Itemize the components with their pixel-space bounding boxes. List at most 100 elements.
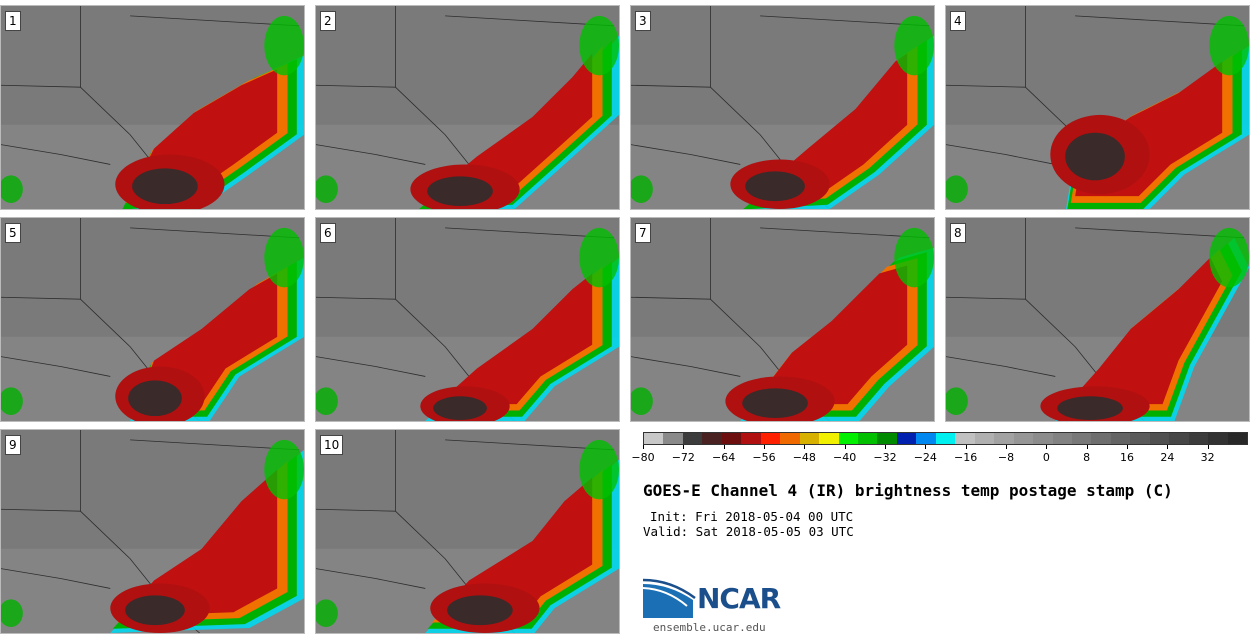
panel-number-label: 3 [635, 11, 651, 31]
panel-number-label: 6 [320, 223, 336, 243]
ir-satellite-map [631, 6, 934, 209]
colorbar-tick [723, 445, 725, 449]
colorbar-tick [683, 445, 685, 449]
colorbar-tick [885, 445, 886, 449]
panel-number-label: 4 [950, 11, 966, 31]
ir-satellite-map [316, 218, 619, 421]
colorbar-swatch [663, 433, 683, 444]
colorbar-swatch [1169, 433, 1189, 444]
colorbar-swatch [644, 433, 664, 444]
ir-satellite-map [316, 430, 619, 633]
colorbar-swatch [1208, 433, 1228, 444]
colorbar-tick [1127, 445, 1128, 449]
colorbar-tick [1006, 445, 1007, 449]
ir-satellite-map [1, 6, 304, 209]
colorbar-tick [804, 445, 806, 449]
website-url: ensemble.ucar.edu [653, 621, 766, 634]
colorbar-swatch [1227, 433, 1248, 444]
ir-satellite-map [316, 6, 619, 209]
colorbar-swatch [1033, 433, 1053, 444]
colorbar-tick-label: −72 [671, 451, 695, 464]
colorbar-tick [844, 445, 846, 449]
colorbar-swatch [955, 433, 975, 444]
colorbar-swatch [974, 433, 995, 444]
panel-number-label: 9 [5, 435, 21, 455]
colorbar-swatch [896, 433, 917, 444]
colorbar-swatch [819, 433, 839, 444]
ir-satellite-map [946, 6, 1249, 209]
colorbar-tick-label: −80 [631, 451, 655, 464]
colorbar-swatch [1149, 433, 1170, 444]
colorbar-swatch [1130, 433, 1150, 444]
colorbar-swatch [1091, 433, 1111, 444]
colorbar-swatch [721, 433, 742, 444]
postage-stamp-panel: 9 [0, 429, 305, 634]
figure-title: GOES-E Channel 4 (IR) brightness temp po… [643, 481, 1173, 500]
colorbar-tick [764, 445, 765, 449]
colorbar-swatch [857, 433, 878, 444]
colorbar-tick-label: −64 [712, 451, 736, 464]
colorbar-swatch [741, 433, 761, 444]
colorbar-swatch [935, 433, 956, 444]
panel-number-label: 2 [320, 11, 336, 31]
colorbar-tick-label: −48 [792, 451, 816, 464]
postage-stamp-panel: 4 [945, 5, 1250, 210]
colorbar-tick-label: −56 [752, 451, 776, 464]
colorbar-swatch [760, 433, 781, 444]
colorbar-swatch [877, 433, 897, 444]
colorbar-swatch [1013, 433, 1034, 444]
colorbar-swatch [1188, 433, 1209, 444]
colorbar-swatch [1110, 433, 1131, 444]
colorbar-tick [1086, 445, 1088, 449]
colorbar-tick [1046, 445, 1048, 449]
colorbar-swatch [682, 433, 703, 444]
colorbar-tick [643, 445, 644, 449]
colorbar-swatch [838, 433, 858, 444]
colorbar-swatch [994, 433, 1014, 444]
colorbar-tick [1207, 445, 1209, 449]
colorbar-swatch [702, 433, 722, 444]
postage-stamp-panel: 5 [0, 217, 305, 422]
colorbar-tick [965, 445, 967, 449]
colorbar-tick [925, 445, 927, 449]
ir-satellite-map [1, 218, 304, 421]
colorbar-tick-label: −16 [954, 451, 978, 464]
panel-number-label: 8 [950, 223, 966, 243]
postage-stamp-panel: 3 [630, 5, 935, 210]
colorbar-swatch [916, 433, 936, 444]
colorbar-tick-label: 24 [1160, 451, 1175, 464]
panel-number-label: 5 [5, 223, 21, 243]
valid-time: Valid: Sat 2018-05-05 03 UTC [643, 524, 854, 539]
postage-stamp-panel: 1 [0, 5, 305, 210]
colorbar-tick-label: −24 [913, 451, 937, 464]
colorbar-tick-label: 8 [1083, 451, 1091, 464]
postage-stamp-panel: 10 [315, 429, 620, 634]
ir-satellite-map [1, 430, 304, 633]
panel-number-label: 10 [320, 435, 344, 455]
colorbar-swatch [780, 433, 800, 444]
postage-stamp-panel: 7 [630, 217, 935, 422]
postage-stamp-panel: 6 [315, 217, 620, 422]
ir-satellite-map [631, 218, 934, 421]
colorbar-tick-label: −40 [833, 451, 857, 464]
colorbar-tick-label: 32 [1200, 451, 1215, 464]
colorbar-swatch [1071, 433, 1092, 444]
colorbar-tick [1167, 445, 1169, 449]
colorbar-tick-label: −8 [997, 451, 1015, 464]
colorbar-tick-label: 0 [1042, 451, 1050, 464]
ir-satellite-map [946, 218, 1249, 421]
postage-stamp-panel: 8 [945, 217, 1250, 422]
colorbar-swatch [799, 433, 820, 444]
panel-number-label: 1 [5, 11, 21, 31]
colorbar-tick-label: −32 [873, 451, 897, 464]
colorbar-swatches [643, 432, 1248, 445]
colorbar: −80 −72 −64 −56 −48 −40 −32 −24 −16 −8 0 8 16 24 32 [631, 432, 1248, 468]
postage-stamp-panel: 2 [315, 5, 620, 210]
init-time: Init: Fri 2018-05-04 00 UTC [650, 509, 854, 524]
colorbar-swatch [1052, 433, 1072, 444]
panel-number-label: 7 [635, 223, 651, 243]
ncar-logo-icon [642, 578, 696, 618]
colorbar-tick-label: 16 [1120, 451, 1134, 464]
ncar-logo-text: NCAR [697, 582, 781, 615]
ncar-logo: NCAR [642, 578, 793, 620]
